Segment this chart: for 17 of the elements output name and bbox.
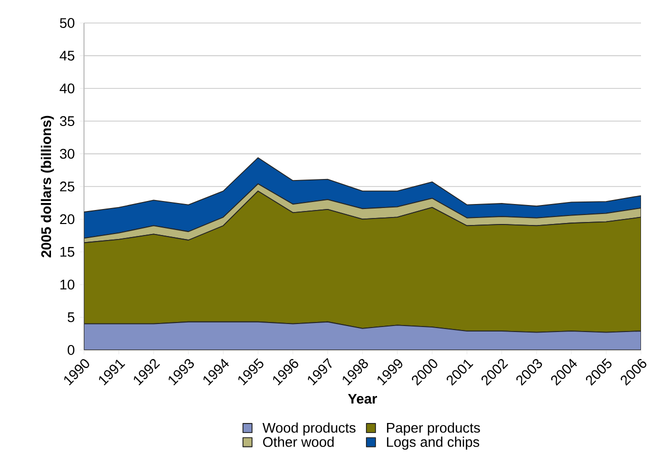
y-tick-label: 25	[60, 182, 74, 192]
y-tick-label: 0	[68, 345, 74, 355]
y-tick-label: 30	[60, 148, 74, 159]
y-tick-label: 40	[60, 83, 74, 94]
legend-label: Paper products	[387, 422, 480, 436]
y-tick-label: 50	[60, 18, 74, 28]
y-tick-label: 35	[60, 116, 74, 126]
legend-label: Wood products	[262, 422, 356, 436]
y-tick-label: 20	[60, 214, 74, 224]
y-axis-title: 2005 dollars (billions)	[40, 116, 54, 258]
y-tick-label: 5	[68, 312, 74, 322]
legend-label: Logs and chips	[387, 436, 480, 450]
y-tick-label: 45	[60, 50, 74, 61]
x-axis-title: Year	[348, 394, 378, 404]
y-tick-label: 15	[60, 247, 74, 257]
y-tick-label: 10	[60, 280, 74, 290]
legend-label: Other wood	[263, 436, 334, 447]
